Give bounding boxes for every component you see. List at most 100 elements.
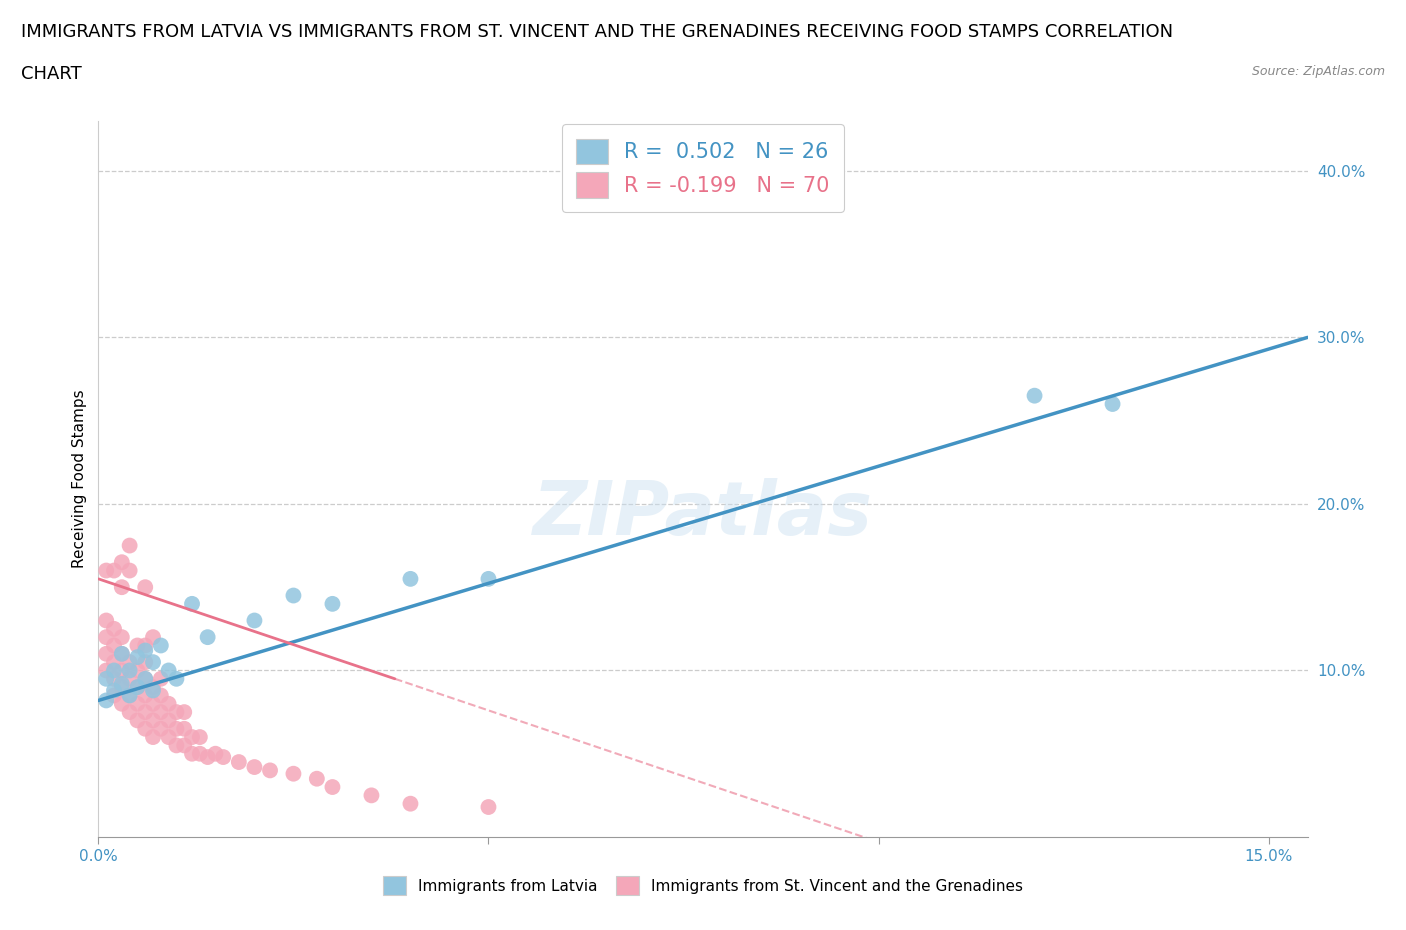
Point	[149, 705, 172, 720]
Point	[96, 646, 118, 661]
Point	[243, 613, 266, 628]
Point	[118, 705, 141, 720]
Point	[149, 688, 172, 703]
Point	[142, 730, 165, 745]
Point	[142, 630, 165, 644]
Point	[103, 638, 125, 653]
Point	[157, 663, 180, 678]
Point	[259, 763, 281, 777]
Point	[96, 630, 118, 644]
Point	[96, 563, 118, 578]
Point	[197, 630, 219, 644]
Point	[142, 713, 165, 728]
Point	[477, 800, 499, 815]
Point	[134, 671, 156, 686]
Point	[157, 713, 180, 728]
Point	[134, 705, 156, 720]
Point	[134, 579, 156, 594]
Point	[103, 663, 125, 678]
Point	[111, 663, 134, 678]
Point	[149, 722, 172, 737]
Point	[111, 646, 134, 661]
Point	[165, 671, 187, 686]
Point	[149, 671, 172, 686]
Point	[96, 693, 118, 708]
Point	[118, 688, 141, 703]
Point	[103, 655, 125, 670]
Point	[103, 671, 125, 686]
Point	[134, 722, 156, 737]
Point	[399, 571, 422, 586]
Point	[127, 680, 149, 695]
Y-axis label: Receiving Food Stamps: Receiving Food Stamps	[72, 390, 87, 568]
Point	[173, 722, 195, 737]
Point	[188, 746, 211, 761]
Point	[96, 671, 118, 686]
Point	[111, 630, 134, 644]
Point	[188, 730, 211, 745]
Point	[204, 746, 226, 761]
Point	[127, 638, 149, 653]
Point	[142, 655, 165, 670]
Point	[111, 579, 134, 594]
Point	[118, 671, 141, 686]
Point	[111, 680, 134, 695]
Point	[118, 688, 141, 703]
Point	[134, 688, 156, 703]
Point	[477, 571, 499, 586]
Point	[142, 697, 165, 711]
Text: IMMIGRANTS FROM LATVIA VS IMMIGRANTS FROM ST. VINCENT AND THE GRENADINES RECEIVI: IMMIGRANTS FROM LATVIA VS IMMIGRANTS FRO…	[21, 23, 1173, 41]
Point	[399, 796, 422, 811]
Point	[134, 671, 156, 686]
Point	[118, 538, 141, 553]
Point	[228, 754, 250, 769]
Point	[103, 563, 125, 578]
Point	[103, 683, 125, 698]
Point	[283, 588, 305, 603]
Text: CHART: CHART	[21, 65, 82, 83]
Point	[321, 596, 343, 611]
Point	[360, 788, 382, 803]
Point	[127, 663, 149, 678]
Point	[142, 683, 165, 698]
Point	[321, 779, 343, 794]
Point	[127, 650, 149, 665]
Point	[149, 638, 172, 653]
Point	[181, 730, 204, 745]
Point	[127, 697, 149, 711]
Point	[111, 676, 134, 691]
Point	[197, 750, 219, 764]
Point	[118, 655, 141, 670]
Point	[1024, 388, 1046, 403]
Point	[243, 760, 266, 775]
Point	[96, 663, 118, 678]
Point	[181, 746, 204, 761]
Point	[142, 680, 165, 695]
Point	[134, 655, 156, 670]
Legend: R =  0.502   N = 26, R = -0.199   N = 70: R = 0.502 N = 26, R = -0.199 N = 70	[562, 125, 844, 212]
Point	[103, 621, 125, 636]
Point	[165, 722, 187, 737]
Point	[173, 738, 195, 753]
Text: ZIPatlas: ZIPatlas	[533, 478, 873, 551]
Point	[134, 638, 156, 653]
Point	[103, 688, 125, 703]
Point	[157, 730, 180, 745]
Text: Source: ZipAtlas.com: Source: ZipAtlas.com	[1251, 65, 1385, 78]
Point	[157, 697, 180, 711]
Point	[96, 613, 118, 628]
Point	[165, 738, 187, 753]
Point	[173, 705, 195, 720]
Point	[1101, 396, 1123, 411]
Point	[111, 646, 134, 661]
Point	[212, 750, 235, 764]
Point	[118, 563, 141, 578]
Point	[165, 705, 187, 720]
Point	[111, 697, 134, 711]
Point	[118, 663, 141, 678]
Point	[134, 643, 156, 658]
Point	[127, 680, 149, 695]
Point	[111, 555, 134, 570]
Point	[305, 771, 328, 786]
Point	[283, 766, 305, 781]
